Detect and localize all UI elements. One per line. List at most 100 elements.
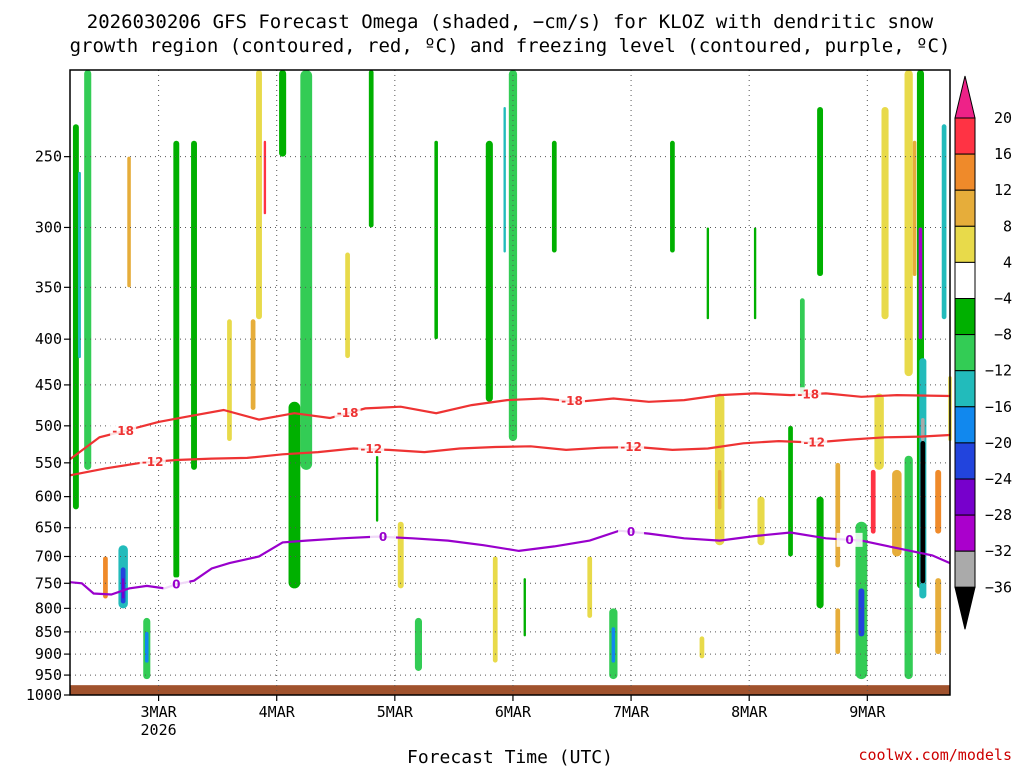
x-tick-label: 4MAR — [259, 703, 296, 721]
dgz-contour-line-label-bg — [358, 442, 385, 457]
omega-shade-cell — [492, 556, 498, 663]
dgz-contour-line-label: -18 — [561, 394, 583, 408]
dgz-contour-line-label-bg — [559, 394, 586, 409]
omega-shade-cell — [503, 107, 506, 253]
colorbar-swatch — [954, 370, 976, 408]
freezing-level-contour — [69, 529, 951, 596]
omega-shade-cell — [288, 401, 301, 589]
omega-shade-cell — [904, 455, 913, 680]
grid-layer — [70, 70, 950, 696]
omega-shade-cell — [587, 556, 593, 618]
y-tick-label: 700 — [35, 547, 62, 565]
omega-shade-cell — [368, 70, 374, 228]
dgz-contour-line-label-bg — [334, 406, 361, 421]
omega-shade-cell — [121, 578, 125, 599]
omega-shade-cell — [799, 298, 805, 394]
x-tick-label: 5MAR — [377, 703, 414, 721]
y-tick-label: 300 — [35, 218, 62, 236]
omega-shade-cell — [414, 617, 422, 671]
dgz-contour-line-label-bg — [801, 435, 828, 450]
dgz-contour-line-label: -18 — [797, 387, 819, 401]
colorbar-label: −12 — [985, 362, 1012, 380]
omega-shade-cell — [191, 140, 197, 470]
freezing-level-contour-label: 0 — [627, 525, 635, 539]
x-tick-label: 3MAR — [141, 703, 178, 721]
dgz-contour-line-label: -18 — [112, 424, 134, 438]
omega-shade-cell — [941, 124, 947, 320]
ground-layer — [70, 685, 950, 695]
freezing-level-contour-label: 0 — [379, 530, 387, 544]
omega-shade-cell — [485, 140, 493, 402]
omega-shade-cell — [173, 140, 180, 579]
dgz-contour-line-label: -12 — [620, 440, 642, 454]
omega-shade-cell — [706, 227, 710, 320]
colorbar-swatch — [954, 298, 976, 336]
y-tick-label: 650 — [35, 519, 62, 537]
colorbar-label: −32 — [985, 542, 1012, 560]
omega-shade-cell — [921, 417, 925, 442]
y-tick-label: 350 — [35, 278, 62, 296]
omega-shade-cell — [904, 70, 913, 377]
chart-title-line2: growth region (contoured, red, ºC) and f… — [70, 35, 951, 57]
omega-shade-cell — [714, 393, 725, 546]
y-tick-label: 450 — [35, 376, 62, 394]
omega-shade-cell — [256, 70, 262, 320]
freezing-level-contour-label-bg — [618, 524, 645, 539]
omega-shade-cell — [551, 140, 557, 253]
colorbar-swatch — [954, 261, 976, 299]
dgz-contour-line-label: -18 — [337, 406, 359, 420]
omega-shade-cell — [279, 70, 287, 157]
colorbar-swatch — [954, 153, 976, 191]
omega-shade-cell — [699, 636, 705, 659]
freezing-level-contour-label: 0 — [172, 577, 180, 591]
x-tick-sublabel: 2026 — [141, 721, 177, 739]
omega-shade-cell — [397, 521, 404, 589]
omega-shade-cell — [757, 496, 765, 546]
omega-shade-cell — [611, 627, 616, 663]
omega-shade-cell — [920, 441, 926, 584]
omega-shade-cell — [788, 425, 793, 557]
omega-shade-cell — [227, 319, 232, 442]
freezing-level-contour-label-bg — [370, 529, 397, 544]
y-tick-label: 500 — [35, 417, 62, 435]
omega-shade-cell — [912, 140, 917, 277]
y-tick-label: 250 — [35, 148, 62, 166]
x-tick-label: 7MAR — [613, 703, 650, 721]
omega-shade-cell — [523, 578, 526, 637]
colorbar-swatch — [954, 514, 976, 552]
omega-shade-cell — [375, 455, 379, 522]
omega-shade-cell — [935, 578, 942, 655]
y-tick-label: 400 — [35, 330, 62, 348]
colorbar-label: −28 — [985, 506, 1012, 524]
y-tick-label: 550 — [35, 454, 62, 472]
colorbar-label: −4 — [994, 290, 1012, 308]
contour-layer: -18 -18 -18 -18 -12 -12 -12 -12 0 0 0 0 — [69, 387, 951, 596]
ground-surface — [70, 685, 950, 695]
omega-shade-cell — [250, 319, 256, 410]
omega-shade-cell — [717, 469, 722, 510]
colorbar-label: −8 — [994, 326, 1012, 344]
colorbar-label: −16 — [985, 398, 1012, 416]
dgz-contour-line-label-bg — [110, 424, 137, 439]
omega-shade-cell — [881, 107, 889, 320]
freezing-level-contour-label-bg — [836, 532, 863, 547]
dgz-contour-line-label: -12 — [360, 442, 382, 456]
plot-frame — [69, 69, 951, 696]
omega-shade-cell — [918, 227, 923, 340]
omega-shade-cell — [345, 252, 350, 359]
colorbar-under-triangle — [954, 586, 976, 630]
omega-shade-cell — [72, 124, 79, 510]
omega-shade-cell — [103, 556, 108, 599]
colorbar-label: −24 — [985, 470, 1012, 488]
freezing-level-contour-label: 0 — [845, 533, 853, 547]
colorbar-label: 4 — [1003, 253, 1012, 271]
credit-text: coolwx.com/models — [858, 746, 1012, 764]
omega-shade-cell — [935, 469, 942, 534]
omega-shade-cell — [858, 588, 865, 637]
omega-shade-cell — [874, 393, 884, 470]
y-tick-label: 600 — [35, 488, 62, 506]
omega-shade-cell — [816, 496, 824, 609]
chart-title-line1: 2026030206 GFS Forecast Omega (shaded, −… — [87, 11, 934, 33]
dgz-contour-line-label: -12 — [142, 455, 164, 469]
omega-shade-cell — [817, 107, 824, 277]
